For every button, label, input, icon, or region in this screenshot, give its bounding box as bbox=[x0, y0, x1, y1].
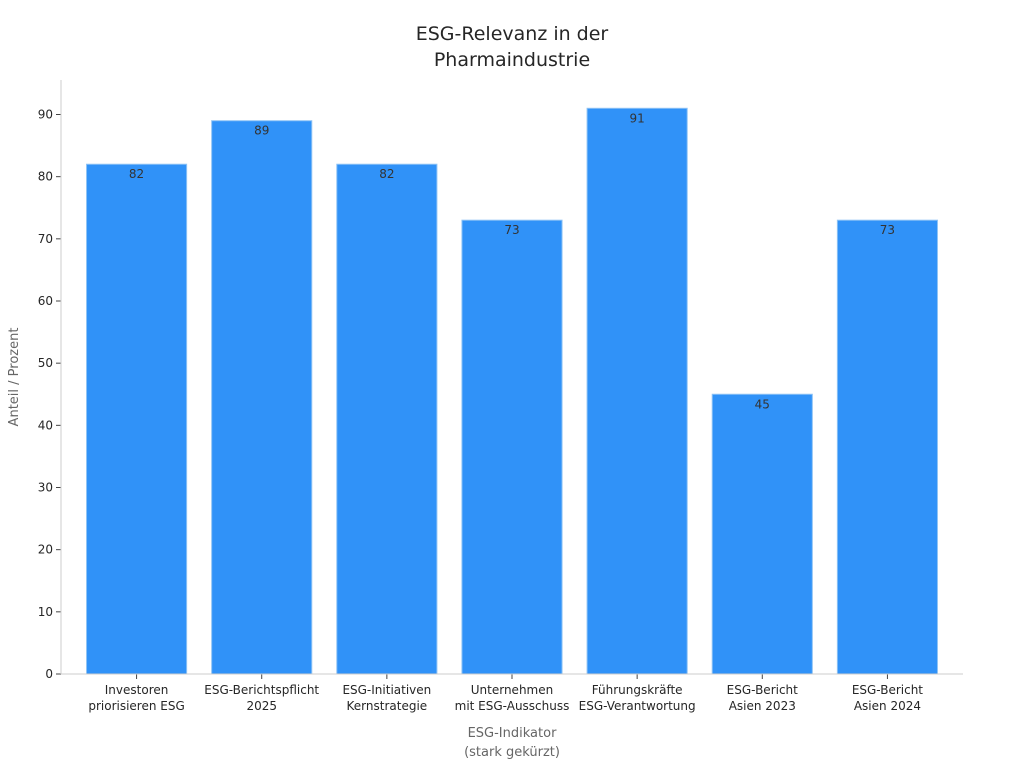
x-tick-label: Asien 2023 bbox=[729, 699, 796, 713]
x-tick-label: Unternehmen bbox=[471, 683, 553, 697]
y-axis-ticks: 0 10 20 30 40 50 60 70 80 90 bbox=[38, 108, 61, 681]
bar bbox=[461, 219, 563, 675]
y-tick-label: 60 bbox=[38, 294, 53, 308]
x-axis-title-line-1: ESG-Indikator bbox=[468, 726, 557, 741]
bars-group: 82 89 82 73 91 45 73 bbox=[86, 107, 938, 675]
bar bbox=[336, 163, 438, 675]
bar bbox=[711, 393, 813, 675]
chart-title-line-1: ESG-Relevanz in der bbox=[416, 23, 609, 45]
x-tick-label: 2025 bbox=[246, 699, 277, 713]
y-tick-label: 70 bbox=[38, 232, 53, 246]
x-tick-label: ESG-Verantwortung bbox=[579, 699, 696, 713]
bar-data-label: 73 bbox=[504, 223, 519, 237]
y-axis-title: Anteil / Prozent bbox=[7, 328, 22, 427]
bar-data-label: 91 bbox=[630, 111, 645, 125]
x-tick-label: Asien 2024 bbox=[854, 699, 921, 713]
bar bbox=[211, 120, 313, 675]
y-tick-label: 40 bbox=[38, 418, 53, 432]
x-tick-label: ESG-Berichtspflicht bbox=[204, 683, 319, 697]
bar bbox=[586, 107, 688, 675]
chart-title-line-2: Pharmaindustrie bbox=[434, 49, 590, 71]
y-tick-label: 10 bbox=[38, 605, 53, 619]
bar bbox=[86, 163, 188, 675]
bar-data-label: 82 bbox=[129, 167, 144, 181]
x-tick-label: mit ESG-Ausschuss bbox=[455, 699, 570, 713]
x-tick-label: priorisieren ESG bbox=[88, 699, 184, 713]
y-tick-label: 20 bbox=[38, 543, 53, 557]
y-tick-label: 90 bbox=[38, 108, 53, 122]
bar-data-label: 45 bbox=[755, 397, 770, 411]
y-tick-label: 30 bbox=[38, 481, 53, 495]
x-axis-ticks: Investoren priorisieren ESG ESG-Berichtspf… bbox=[88, 674, 923, 713]
y-tick-label: 80 bbox=[38, 170, 53, 184]
x-tick-label: ESG-Bericht bbox=[852, 683, 923, 697]
x-axis-title-line-2: (stark gekürzt) bbox=[464, 745, 560, 760]
x-tick-label: ESG-Bericht bbox=[727, 683, 798, 697]
y-tick-label: 50 bbox=[38, 356, 53, 370]
x-tick-label: Kernstrategie bbox=[347, 699, 428, 713]
x-tick-label: Investoren bbox=[105, 683, 169, 697]
x-tick-label: ESG-Initiativen bbox=[342, 683, 431, 697]
bar-data-label: 73 bbox=[880, 223, 895, 237]
bar bbox=[836, 219, 938, 675]
bar-data-label: 82 bbox=[379, 167, 394, 181]
bar-data-label: 89 bbox=[254, 124, 269, 138]
x-tick-label: Führungskräfte bbox=[592, 683, 683, 697]
y-tick-label: 0 bbox=[45, 667, 53, 681]
